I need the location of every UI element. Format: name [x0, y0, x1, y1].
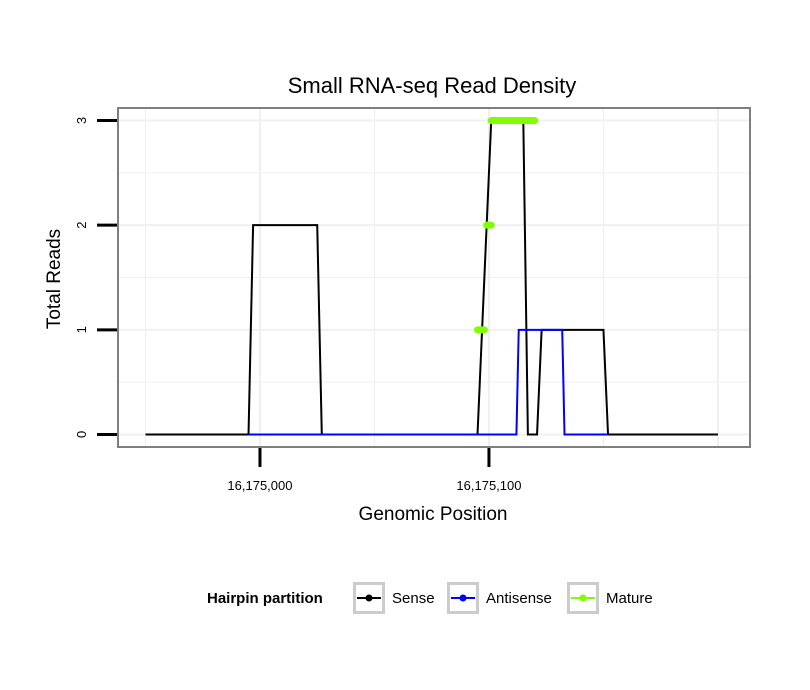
legend: Hairpin partition Sense Antisense Mature — [207, 582, 653, 614]
y-tick-label: 0 — [74, 431, 89, 438]
legend-label-sense: Sense — [392, 590, 435, 607]
y-axis-title: Total Reads — [44, 229, 65, 329]
x-axis-title: Genomic Position — [359, 504, 508, 525]
x-tick-label: 16,175,000 — [227, 478, 292, 493]
y-tick-label: 2 — [74, 222, 89, 229]
x-axis: 16,175,000 16,175,100 — [227, 448, 521, 493]
legend-key-point-antisense — [459, 594, 467, 602]
y-tick-label: 3 — [74, 117, 89, 124]
legend-label-antisense: Antisense — [486, 590, 552, 607]
legend-key-point-mature — [579, 594, 587, 602]
panel-border-rect — [117, 107, 751, 448]
panel-border — [117, 107, 751, 448]
legend-key-point-sense — [365, 594, 373, 602]
x-tick-label: 16,175,100 — [456, 478, 521, 493]
series-layer — [145, 117, 718, 436]
legend-title: Hairpin partition — [207, 590, 323, 607]
legend-label-mature: Mature — [606, 590, 653, 607]
chart-title: Small RNA-seq Read Density — [288, 73, 577, 98]
legend-key-box-antisense — [447, 582, 479, 614]
y-axis: 0 1 2 3 — [74, 117, 117, 438]
series-antisense-line — [248, 328, 609, 436]
y-tick-label: 1 — [74, 326, 89, 333]
